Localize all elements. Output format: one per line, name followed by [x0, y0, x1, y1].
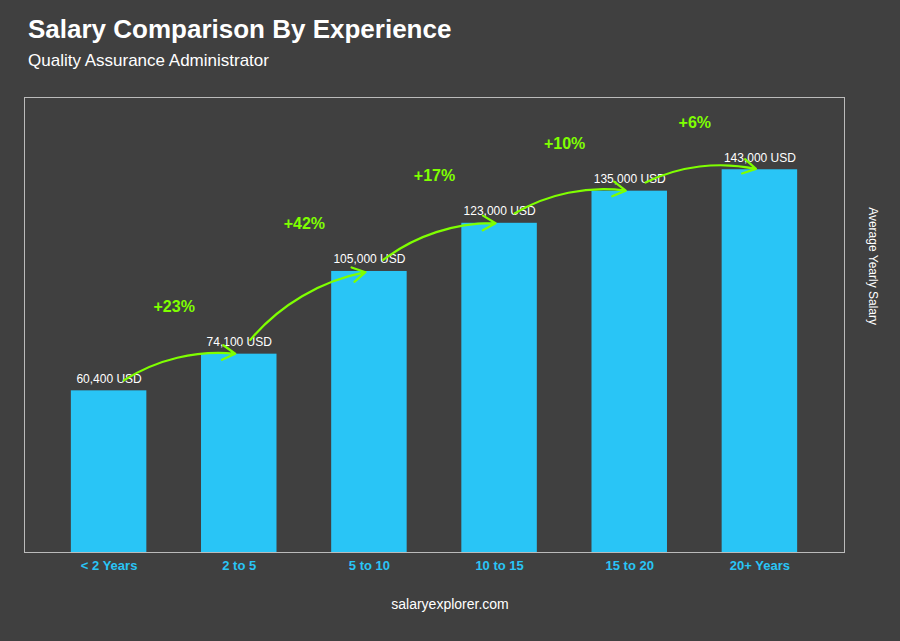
svg-text:+17%: +17% [414, 167, 455, 184]
html-text:salaryexplorer.com: salaryexplorer.com [391, 596, 509, 612]
html-text:Salary Comparison By Experienc: Salary Comparison By Experience [28, 14, 452, 44]
svg-text:135,000 USD: 135,000 USD [593, 172, 666, 187]
svg-text:+6%: +6% [679, 114, 711, 131]
svg-text:60,400 USD: 60,400 USD [76, 372, 142, 386]
svg-text:20+ Years: 20+ Years [730, 558, 790, 573]
svg-text:+10%: +10% [544, 135, 585, 152]
svg-text:< 2 Years: < 2 Years [81, 558, 138, 573]
svg-text:Average Yearly Salary: Average Yearly Salary [866, 207, 880, 325]
svg-text:123,000 USD: 123,000 USD [464, 204, 536, 218]
svg-text:15 to 20: 15 to 20 [606, 558, 654, 573]
svg-text:10 to 15: 10 to 15 [475, 558, 523, 573]
html-text:Quality Assurance Administrato: Quality Assurance Administrator [28, 51, 269, 70]
svg-text:105,000 USD: 105,000 USD [333, 252, 405, 266]
svg-text:143,000 USD: 143,000 USD [724, 151, 796, 165]
svg-text:5 to 10: 5 to 10 [349, 558, 390, 573]
svg-text:+23%: +23% [153, 298, 194, 315]
svg-text:2 to 5: 2 to 5 [222, 558, 256, 573]
svg-text:+42%: +42% [284, 215, 325, 232]
svg-text:74,100 USD: 74,100 USD [207, 335, 273, 349]
